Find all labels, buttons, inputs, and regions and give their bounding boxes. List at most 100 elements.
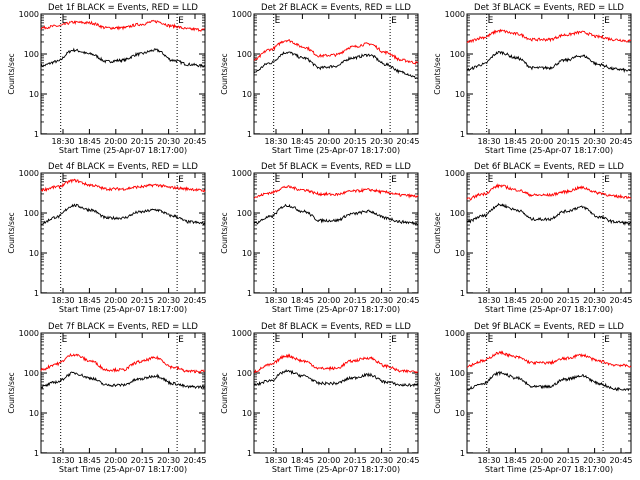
series-line-lld bbox=[253, 353, 419, 374]
y-tick-label: 100 bbox=[237, 369, 252, 378]
x-tick-label: 18:45 bbox=[291, 456, 314, 465]
panel-det-4: Det 4f BLACK = Events, RED = LLD 1 10 100 10… bbox=[7, 162, 207, 314]
event-marker-label: E bbox=[62, 335, 68, 345]
y-tick-label: 10 bbox=[29, 90, 39, 99]
x-tick-label: 20:45 bbox=[396, 456, 419, 465]
series-line-events bbox=[40, 203, 206, 226]
y-tick-label: 10 bbox=[455, 249, 465, 258]
x-tick-label: 20:45 bbox=[609, 137, 632, 146]
event-marker-label: E bbox=[62, 16, 68, 26]
y-tick-label: 1 bbox=[34, 289, 39, 298]
x-tick-label: 20:00 bbox=[104, 456, 127, 465]
panel-det-3: Det 3f BLACK = Events, RED = LLD 1 10 100 10… bbox=[433, 3, 633, 155]
y-axis-label: Counts/sec bbox=[220, 372, 229, 413]
y-tick-label: 1 bbox=[247, 289, 252, 298]
series-line-events bbox=[253, 51, 419, 79]
x-tick-label: 20:15 bbox=[131, 296, 154, 305]
x-tick-label: 18:45 bbox=[291, 296, 314, 305]
series-line-events bbox=[253, 203, 418, 226]
series-line-lld bbox=[466, 350, 632, 368]
y-axis-label: Counts/sec bbox=[220, 212, 229, 253]
y-axis-label: Counts/sec bbox=[220, 53, 229, 94]
plot-frame bbox=[253, 172, 419, 294]
x-tick-label: 20:15 bbox=[557, 456, 580, 465]
x-tick-label: 18:45 bbox=[504, 456, 527, 465]
event-marker-label: E bbox=[178, 335, 184, 345]
x-tick-label: 20:45 bbox=[609, 456, 632, 465]
series-line-lld bbox=[40, 353, 206, 374]
x-tick-label: 18:45 bbox=[504, 296, 527, 305]
y-tick-label: 1000 bbox=[232, 10, 252, 19]
y-tick-label: 100 bbox=[450, 209, 465, 218]
y-tick-label: 10 bbox=[242, 249, 252, 258]
y-tick-label: 10 bbox=[29, 249, 39, 258]
y-tick-label: 1000 bbox=[19, 10, 39, 19]
x-tick-label: 20:15 bbox=[131, 137, 154, 146]
x-tick-label: 20:00 bbox=[317, 456, 340, 465]
y-tick-label: 1000 bbox=[445, 10, 465, 19]
x-tick-label: 18:30 bbox=[477, 296, 500, 305]
panel-det-7: Det 7f BLACK = Events, RED = LLD 1 10 100 10… bbox=[7, 322, 207, 474]
x-axis-label: Start Time (25-Apr-07 18:17:00) bbox=[485, 146, 613, 155]
x-axis-label: Start Time (25-Apr-07 18:17:00) bbox=[59, 146, 187, 155]
x-tick-label: 20:45 bbox=[183, 137, 206, 146]
y-tick-label: 1000 bbox=[445, 329, 465, 338]
y-axis-label: Counts/sec bbox=[433, 53, 442, 94]
y-tick-label: 100 bbox=[237, 209, 252, 218]
x-tick-label: 18:30 bbox=[264, 296, 287, 305]
x-tick-label: 18:30 bbox=[477, 137, 500, 146]
series-line-events bbox=[466, 50, 632, 73]
y-tick-label: 1 bbox=[34, 130, 39, 139]
x-tick-label: 18:30 bbox=[51, 456, 74, 465]
y-tick-label: 10 bbox=[455, 90, 465, 99]
x-tick-label: 20:15 bbox=[557, 296, 580, 305]
event-marker-label: E bbox=[178, 175, 184, 185]
y-axis-label: Counts/sec bbox=[7, 212, 16, 253]
event-marker-label: E bbox=[488, 16, 494, 26]
x-tick-label: 20:00 bbox=[530, 296, 553, 305]
x-tick-label: 20:30 bbox=[583, 456, 606, 465]
x-tick-label: 20:00 bbox=[104, 137, 127, 146]
series-line-lld bbox=[253, 185, 419, 199]
chart-title: Det 5f BLACK = Events, RED = LLD bbox=[261, 162, 411, 172]
x-tick-label: 20:00 bbox=[530, 137, 553, 146]
plot-frame bbox=[40, 172, 206, 294]
y-tick-label: 100 bbox=[24, 50, 39, 59]
y-axis-label: Counts/sec bbox=[433, 372, 442, 413]
x-tick-label: 20:00 bbox=[317, 137, 340, 146]
y-tick-label: 1000 bbox=[19, 169, 39, 178]
x-tick-label: 20:30 bbox=[157, 296, 180, 305]
x-axis-label: Start Time (25-Apr-07 18:17:00) bbox=[272, 146, 400, 155]
chart-title: Det 2f BLACK = Events, RED = LLD bbox=[261, 3, 411, 13]
x-tick-label: 20:30 bbox=[370, 296, 393, 305]
y-tick-label: 1000 bbox=[445, 169, 465, 178]
event-marker-label: E bbox=[178, 16, 184, 26]
panel-det-9: Det 9f BLACK = Events, RED = LLD 1 10 100 10… bbox=[433, 322, 633, 474]
plot-frame bbox=[253, 13, 419, 135]
event-marker-label: E bbox=[391, 175, 397, 185]
x-tick-label: 20:45 bbox=[396, 296, 419, 305]
y-tick-label: 1000 bbox=[232, 329, 252, 338]
x-tick-label: 18:30 bbox=[264, 456, 287, 465]
event-marker-label: E bbox=[62, 175, 68, 185]
x-tick-label: 20:00 bbox=[530, 456, 553, 465]
x-axis-label: Start Time (25-Apr-07 18:17:00) bbox=[485, 465, 613, 474]
x-tick-label: 20:00 bbox=[104, 296, 127, 305]
series-line-lld bbox=[466, 183, 632, 201]
chart-title: Det 4f BLACK = Events, RED = LLD bbox=[48, 162, 198, 172]
plot-frame bbox=[466, 172, 632, 294]
chart-title: Det 6f BLACK = Events, RED = LLD bbox=[474, 162, 624, 172]
y-tick-label: 100 bbox=[450, 369, 465, 378]
panel-det-8: Det 8f BLACK = Events, RED = LLD 1 10 100 10… bbox=[220, 322, 420, 474]
x-axis-label: Start Time (25-Apr-07 18:17:00) bbox=[59, 465, 187, 474]
event-marker-label: E bbox=[488, 335, 494, 345]
series-line-events bbox=[40, 47, 206, 69]
x-tick-label: 20:30 bbox=[583, 296, 606, 305]
x-tick-label: 18:45 bbox=[78, 296, 101, 305]
x-tick-label: 20:45 bbox=[396, 137, 419, 146]
x-tick-label: 18:45 bbox=[78, 456, 101, 465]
x-axis-label: Start Time (25-Apr-07 18:17:00) bbox=[59, 305, 187, 314]
y-tick-label: 100 bbox=[237, 50, 252, 59]
x-tick-label: 20:30 bbox=[157, 137, 180, 146]
